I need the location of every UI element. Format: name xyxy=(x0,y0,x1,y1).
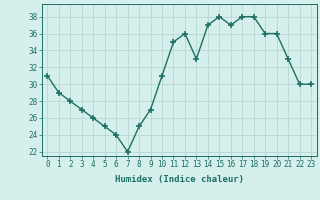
X-axis label: Humidex (Indice chaleur): Humidex (Indice chaleur) xyxy=(115,175,244,184)
